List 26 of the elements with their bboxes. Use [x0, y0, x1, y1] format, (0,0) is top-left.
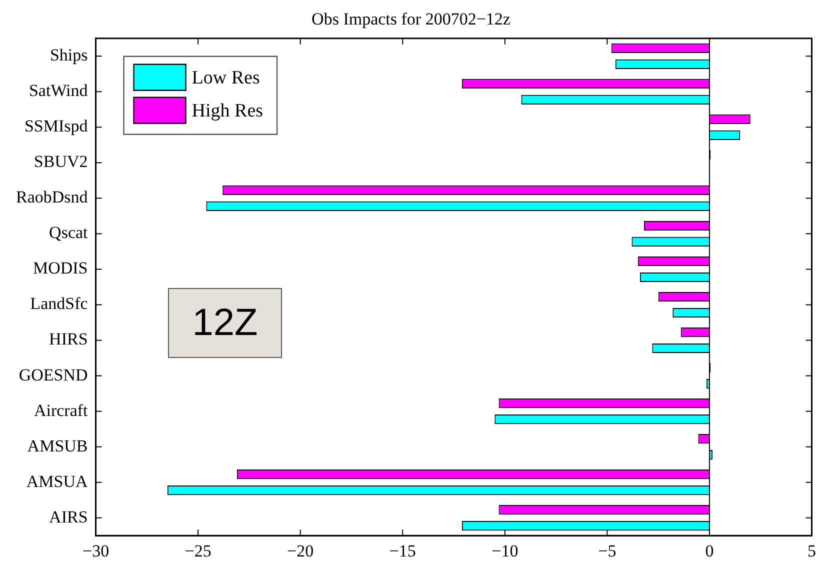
y-tick-label: Qscat: [49, 223, 88, 242]
y-tick-label: GOESND: [18, 365, 88, 384]
x-tick-label: −15: [389, 541, 416, 560]
y-tick-label: LandSfc: [30, 294, 88, 314]
x-tick-label: −20: [287, 541, 314, 560]
x-tick-label: 5: [808, 541, 816, 560]
x-tick-label: −30: [82, 541, 110, 560]
y-tick-label: SSMIspd: [24, 116, 88, 136]
chart-title: Obs Impacts for 200702−12z: [312, 10, 511, 29]
y-tick-label: AMSUA: [26, 472, 88, 491]
annotation: 12Z: [168, 288, 282, 358]
legend-label: High Res: [192, 100, 264, 122]
y-tick-label: Aircraft: [34, 400, 88, 420]
y-tick-label: AMSUB: [27, 436, 88, 456]
y-tick-label: Ships: [50, 46, 88, 65]
x-tick-label: −10: [492, 541, 518, 560]
y-tick-label: AIRS: [49, 507, 88, 526]
legend-label: Low Res: [192, 67, 260, 88]
x-tick-label: −5: [598, 541, 616, 560]
y-tick-label: MODIS: [32, 258, 88, 278]
y-tick-label: SatWind: [28, 81, 88, 100]
y-tick-label: SBUV2: [34, 152, 88, 172]
x-tick-label: −25: [184, 541, 212, 560]
y-tick-label: HIRS: [49, 330, 88, 349]
y-tick-label: RaobDsnd: [16, 188, 88, 207]
x-tick-label: 0: [705, 541, 714, 560]
